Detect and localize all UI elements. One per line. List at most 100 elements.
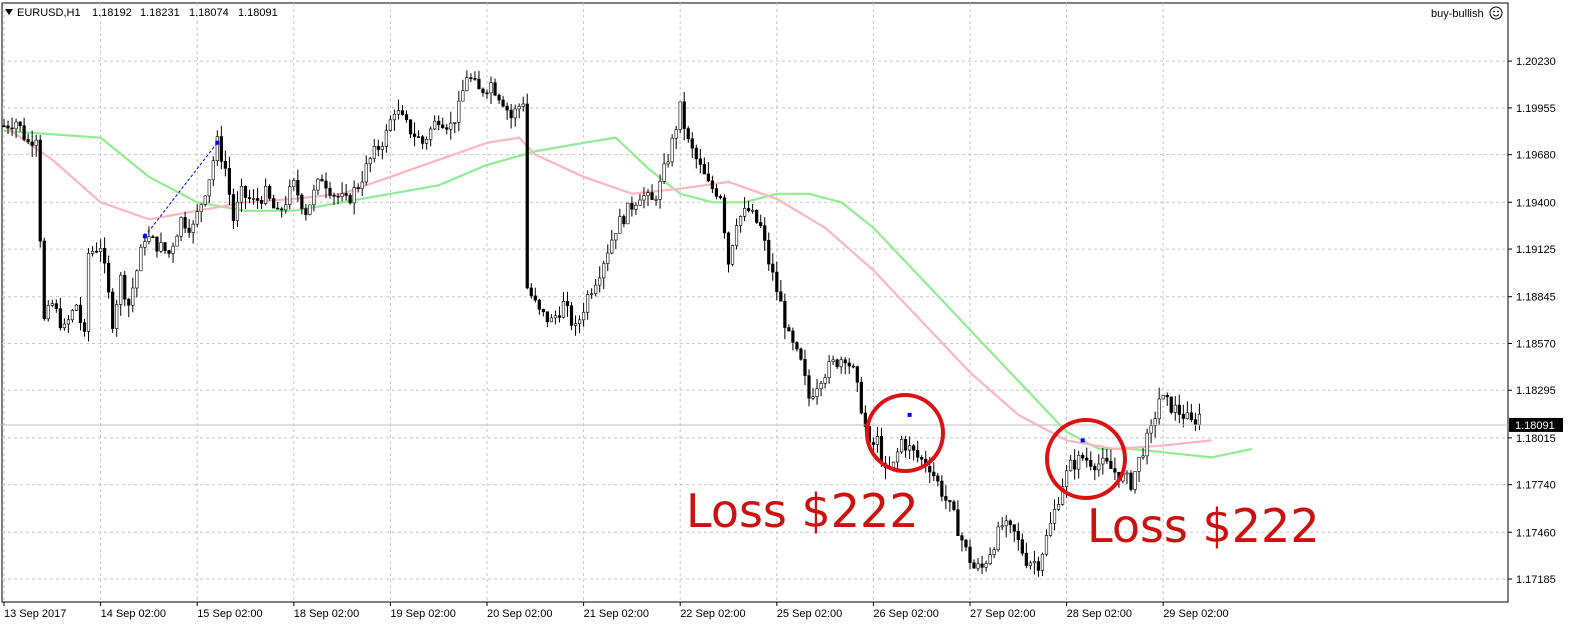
candle-body — [803, 358, 807, 376]
candle-body — [513, 108, 517, 119]
candle-body — [1193, 419, 1197, 425]
candle-body — [251, 198, 256, 200]
candle-body — [30, 141, 34, 146]
candle — [783, 293, 787, 340]
candle-body — [127, 298, 131, 306]
candle — [811, 387, 815, 401]
x-tick-label: 22 Sep 02:00 — [680, 608, 745, 620]
candle-body — [722, 197, 727, 234]
candle-body — [58, 308, 62, 329]
loss-annotation-1: Loss $222 — [686, 484, 919, 538]
candle — [312, 184, 316, 212]
candle-body — [211, 160, 215, 181]
candle — [899, 435, 904, 454]
candle — [775, 261, 779, 301]
candle — [948, 500, 952, 512]
candle — [139, 244, 143, 272]
candle-body — [207, 179, 211, 197]
candle-body — [231, 194, 236, 221]
candle-body — [1085, 457, 1089, 461]
candle-body — [288, 186, 292, 205]
candle — [340, 182, 344, 202]
candle-body — [280, 208, 284, 211]
candle — [163, 241, 167, 254]
candle — [863, 405, 867, 432]
candle-body — [239, 185, 244, 203]
candle-body — [308, 204, 312, 215]
candle-body — [1056, 504, 1061, 510]
candle — [606, 244, 610, 272]
candle-body — [718, 196, 723, 199]
candle-body — [328, 187, 332, 196]
y-tick-label: 1.19955 — [1516, 103, 1556, 115]
candle-body — [364, 163, 368, 183]
candle-body — [2, 125, 6, 128]
candle — [738, 215, 743, 233]
candle — [251, 189, 256, 205]
candle-body — [726, 232, 731, 265]
candle — [243, 185, 248, 210]
candle — [231, 188, 236, 229]
candle-body — [219, 136, 223, 162]
candle-body — [441, 124, 445, 128]
candle — [722, 194, 727, 239]
candle — [618, 208, 622, 234]
candle — [751, 203, 755, 214]
candle — [670, 134, 674, 167]
y-tick-label: 1.17185 — [1516, 574, 1556, 586]
candle — [634, 202, 638, 215]
candle — [513, 104, 517, 127]
triangle-down-icon[interactable] — [5, 9, 13, 15]
candle-body — [920, 457, 924, 460]
candle — [553, 310, 558, 325]
candle-body — [1024, 552, 1028, 566]
candle-body — [779, 291, 783, 302]
candle-body — [1145, 432, 1149, 457]
candle — [191, 220, 195, 244]
candle — [1125, 470, 1129, 484]
candle-body — [1028, 562, 1032, 566]
candle — [916, 440, 920, 463]
y-tick-label: 1.19125 — [1516, 244, 1556, 256]
candle — [94, 242, 99, 254]
candle — [706, 162, 710, 183]
candle — [847, 358, 851, 374]
candle — [6, 120, 10, 135]
candle-body — [1169, 396, 1173, 413]
candle — [747, 200, 751, 213]
candle-body — [843, 359, 847, 364]
candle — [22, 117, 26, 142]
candle — [734, 218, 739, 250]
candle — [70, 308, 75, 323]
candle — [594, 278, 598, 297]
candle — [14, 118, 18, 139]
candle-body — [34, 139, 38, 146]
candle — [211, 156, 215, 187]
candle — [1165, 392, 1169, 406]
candle-body — [167, 250, 171, 254]
candle-body — [1137, 456, 1141, 472]
candle — [565, 291, 570, 317]
candle-body — [1020, 539, 1024, 554]
candle — [694, 144, 698, 169]
candle-body — [916, 449, 920, 458]
candle — [416, 130, 421, 138]
candle — [90, 246, 95, 257]
candle-body — [268, 185, 272, 199]
candle — [449, 111, 453, 140]
candle-body — [638, 199, 642, 206]
candle — [425, 136, 429, 150]
candle-body — [26, 139, 30, 143]
candle — [1028, 560, 1032, 570]
candle-body — [710, 180, 714, 189]
candle — [493, 78, 497, 97]
candle — [1149, 419, 1153, 444]
candle-body — [928, 465, 932, 473]
candle — [239, 178, 244, 213]
chart-header: EURUSD,H1 1.18192 1.18231 1.18074 1.1809… — [5, 6, 1503, 20]
candle-body — [183, 217, 187, 229]
y-tick-label: 1.19400 — [1516, 197, 1556, 209]
candle-body — [465, 77, 469, 91]
